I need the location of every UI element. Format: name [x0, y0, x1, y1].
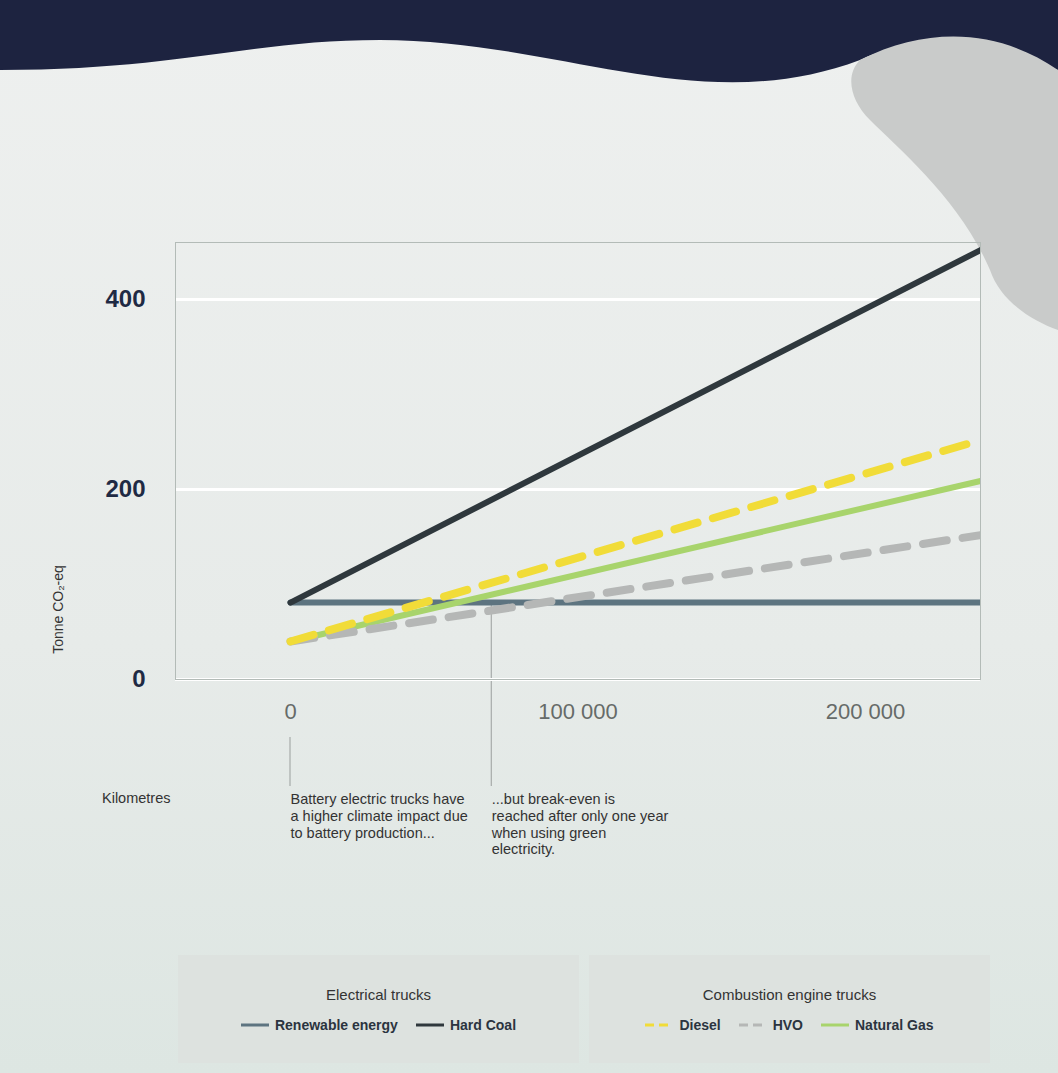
- svg-text:200: 200: [105, 475, 145, 502]
- svg-text:400: 400: [105, 285, 145, 312]
- html-text:Combustion engine trucks: Combustion engine trucks: [702, 985, 877, 1003]
- svg-text:100 000: 100 000: [538, 699, 618, 724]
- html-text:Natural Gas: Natural Gas: [855, 1016, 934, 1033]
- svg-text:0: 0: [132, 665, 145, 692]
- html-text:HVO: HVO: [772, 1016, 803, 1033]
- svg-text:...but break-even isreached af: ...but break-even isreached after only o…: [491, 791, 669, 857]
- svg-text:0: 0: [284, 699, 296, 724]
- html-text:Electrical trucks: Electrical trucks: [326, 985, 431, 1003]
- svg-text:Kilometres: Kilometres: [102, 790, 171, 806]
- html-text:Renewable energy: Renewable energy: [275, 1016, 398, 1033]
- svg-text:Tonne CO₂-eq: Tonne CO₂-eq: [50, 565, 66, 654]
- html-text:Hard Coal: Hard Coal: [449, 1016, 516, 1033]
- svg-text:Battery electric trucks havea: Battery electric trucks havea higher cli…: [291, 791, 468, 840]
- svg-text:200 000: 200 000: [826, 699, 906, 724]
- html-text:Diesel: Diesel: [679, 1016, 721, 1033]
